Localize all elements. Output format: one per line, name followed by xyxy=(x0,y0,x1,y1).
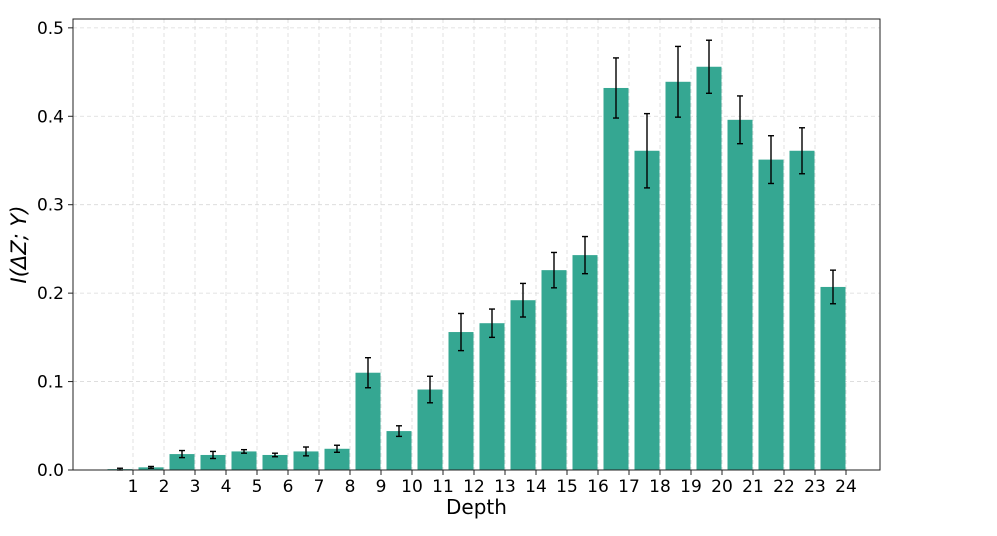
bar-depth-5 xyxy=(231,451,257,470)
bar-depth-16 xyxy=(572,255,598,470)
x-tick-label: 24 xyxy=(835,477,857,497)
x-tick-label: 22 xyxy=(773,477,795,497)
bar-depth-18 xyxy=(634,150,660,470)
bar-depth-6 xyxy=(262,454,288,470)
bar-depth-7 xyxy=(293,451,319,470)
x-tick-label: 3 xyxy=(190,477,201,497)
y-tick-label: 0.1 xyxy=(37,373,64,393)
y-tick-label: 0.0 xyxy=(37,461,64,481)
plot-frame xyxy=(72,18,881,471)
x-tick-label: 2 xyxy=(159,477,170,497)
y-tick-label: 0.5 xyxy=(37,19,64,39)
y-axis-label: I(ΔZ; Y) xyxy=(7,206,31,284)
bar-depth-12 xyxy=(448,332,474,470)
bar-depth-22 xyxy=(758,159,784,470)
bar-depth-20 xyxy=(696,66,722,471)
x-tick-label: 20 xyxy=(711,477,733,497)
x-tick-label: 4 xyxy=(221,477,232,497)
x-tick-label: 9 xyxy=(376,477,387,497)
bars xyxy=(107,66,846,471)
x-tick-label: 6 xyxy=(283,477,294,497)
x-tick-label: 14 xyxy=(525,477,547,497)
bar-depth-9 xyxy=(355,372,381,470)
bar-depth-15 xyxy=(541,270,567,470)
x-tick-label: 10 xyxy=(401,477,423,497)
bar-depth-3 xyxy=(169,454,195,470)
bar-depth-21 xyxy=(727,119,753,470)
y-tick-label: 0.4 xyxy=(37,107,64,127)
x-tick-label: 16 xyxy=(587,477,609,497)
x-tick-label: 23 xyxy=(804,477,826,497)
x-tick-label: 7 xyxy=(314,477,325,497)
x-tick-label: 13 xyxy=(494,477,516,497)
bar-depth-8 xyxy=(324,448,350,470)
x-tick-label: 1 xyxy=(128,477,139,497)
error-bars xyxy=(117,39,836,471)
bar-depth-24 xyxy=(820,286,846,470)
x-tick-label: 12 xyxy=(463,477,485,497)
bar-depth-13 xyxy=(479,323,505,470)
x-axis-label: Depth xyxy=(446,495,507,519)
x-tick-label: 5 xyxy=(252,477,263,497)
bar-depth-4 xyxy=(200,454,226,470)
grid xyxy=(73,19,880,471)
x-tick-label: 18 xyxy=(649,477,671,497)
bar-depth-23 xyxy=(789,150,815,470)
bar-depth-10 xyxy=(386,431,412,470)
x-tick-label: 11 xyxy=(432,477,454,497)
bar-depth-14 xyxy=(510,300,536,470)
x-tick-label: 17 xyxy=(618,477,640,497)
x-tick-label: 8 xyxy=(345,477,356,497)
y-tick-label: 0.2 xyxy=(37,284,64,304)
axes: 0.00.10.20.30.40.51 2 3 4 5 6 7 8 9 10 11 12 13 14 15 1… xyxy=(37,19,857,497)
x-tick-label: 21 xyxy=(742,477,764,497)
bar-depth-17 xyxy=(603,87,629,470)
x-tick-label: 15 xyxy=(556,477,578,497)
bar-depth-19 xyxy=(665,81,691,470)
y-tick-label: 0.3 xyxy=(37,196,64,216)
x-tick-label: 19 xyxy=(680,477,702,497)
